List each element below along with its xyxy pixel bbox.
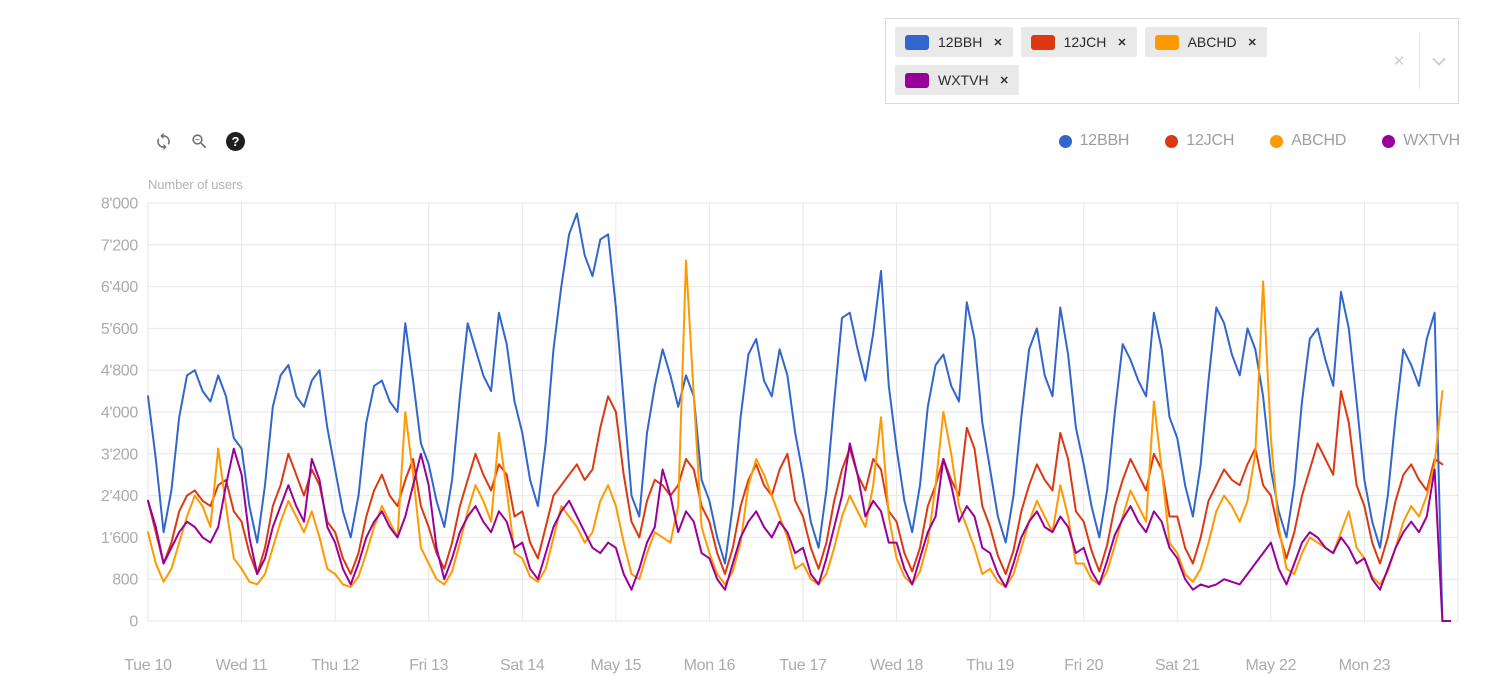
x-tick-label: Wed 18: [870, 657, 923, 674]
refresh-icon[interactable]: [154, 132, 173, 151]
x-tick-label: May 22: [1246, 657, 1297, 674]
x-tick-label: Tue 17: [779, 657, 827, 674]
x-tick-label: Fri 13: [409, 657, 449, 674]
filter-chip-12JCH[interactable]: 12JCH ✕: [1020, 27, 1137, 57]
y-axis-title: Number of users: [148, 177, 243, 192]
legend-dot: [1058, 134, 1072, 148]
y-tick-label: 4'800: [101, 363, 139, 380]
series-line-12JCH[interactable]: [147, 390, 1444, 575]
legend-item-12BBH: 12BBH: [1058, 132, 1130, 150]
filter-divider: [1418, 33, 1420, 89]
filter-chip-list: 12BBH ✕ 12JCH ✕ ABCHD ✕ WXTVH ✕: [886, 19, 1380, 103]
legend-label: 12JCH: [1186, 132, 1235, 149]
y-tick-label: 4'000: [101, 405, 139, 422]
chip-label: ABCHD: [1187, 34, 1237, 50]
x-tick-label: Mon 23: [1339, 657, 1391, 674]
x-tick-label: Thu 12: [311, 657, 359, 674]
legend-item-12JCH: 12JCH: [1165, 132, 1234, 150]
toolbar-icons: ?: [0, 131, 245, 151]
legend-label: 12BBH: [1079, 132, 1130, 149]
series-color-swatch: [1154, 34, 1179, 50]
series-color-swatch: [1030, 34, 1055, 50]
y-tick-label: 3'200: [101, 446, 139, 463]
series-color-swatch: [905, 72, 929, 88]
chip-label: 12JCH: [1063, 34, 1107, 50]
x-tick-label: Thu 19: [966, 657, 1014, 674]
y-tick-label: 800: [112, 572, 138, 589]
y-tick-label: 5'600: [101, 321, 139, 338]
clear-all-icon[interactable]: ✕: [1392, 53, 1406, 70]
series-filter-select[interactable]: 12BBH ✕ 12JCH ✕ ABCHD ✕ WXTVH ✕ ✕: [885, 18, 1459, 104]
chevron-down-icon[interactable]: [1420, 57, 1458, 66]
remove-chip-icon[interactable]: ✕: [999, 74, 1009, 87]
help-icon[interactable]: ?: [226, 131, 245, 151]
y-tick-label: 2'400: [101, 488, 139, 505]
x-tick-label: Mon 16: [684, 657, 736, 674]
filter-chip-12BBH[interactable]: 12BBH ✕: [895, 27, 1013, 57]
x-tick-label: Wed 11: [216, 657, 268, 674]
chip-label: 12BBH: [938, 34, 983, 50]
x-tick-label: Tue 10: [124, 657, 172, 674]
series-line-WXTVH[interactable]: [147, 442, 1452, 622]
legend-item-ABCHD: ABCHD: [1270, 132, 1346, 150]
x-tick-label: Sat 14: [500, 657, 545, 674]
legend-dot: [1165, 134, 1179, 148]
legend-label: WXTVH: [1403, 132, 1460, 149]
x-tick-label: Sat 21: [1155, 657, 1200, 674]
zoom-out-icon[interactable]: [190, 132, 209, 151]
remove-chip-icon[interactable]: ✕: [1117, 36, 1127, 49]
series-color-swatch: [905, 34, 929, 50]
filter-controls: ✕: [1380, 19, 1458, 103]
legend-dot: [1270, 134, 1284, 148]
legend-label: ABCHD: [1291, 132, 1347, 149]
y-tick-label: 7'200: [101, 237, 139, 254]
chart-toolbar: ? 12BBH 12JCH ABCHD WXTVH: [0, 126, 1501, 156]
filter-chip-WXTVH[interactable]: WXTVH ✕: [895, 65, 1019, 95]
x-tick-label: Fri 20: [1064, 657, 1104, 674]
remove-chip-icon[interactable]: ✕: [993, 36, 1003, 49]
remove-chip-icon[interactable]: ✕: [1247, 36, 1257, 49]
y-tick-label: 1'600: [101, 530, 139, 547]
legend-dot: [1382, 134, 1396, 148]
legend-item-WXTVH: WXTVH: [1382, 132, 1460, 150]
chart-legend: 12BBH 12JCH ABCHD WXTVH: [1058, 132, 1501, 150]
chip-label: WXTVH: [938, 72, 989, 88]
x-tick-label: May 15: [591, 657, 642, 674]
series-line-ABCHD[interactable]: [147, 259, 1444, 588]
series-line-12BBH[interactable]: [147, 212, 1452, 622]
filter-chip-ABCHD[interactable]: ABCHD ✕: [1144, 27, 1267, 57]
y-tick-label: 0: [129, 614, 138, 631]
y-tick-label: 8'000: [101, 196, 139, 213]
y-tick-label: 6'400: [101, 279, 139, 296]
